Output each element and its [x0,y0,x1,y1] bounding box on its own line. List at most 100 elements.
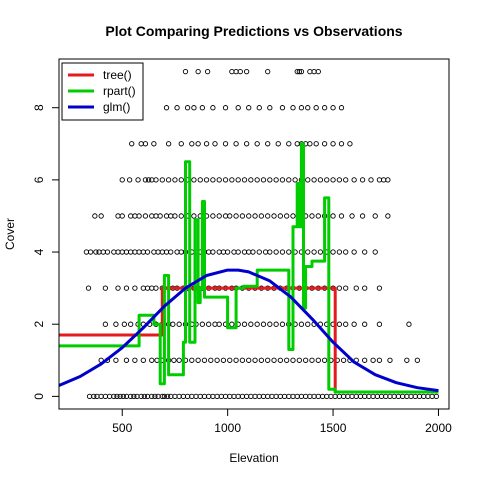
observation-point [176,357,182,363]
observation-point [222,177,229,183]
legend: tree() rpart() glm() [61,62,144,121]
observation-point [368,177,374,183]
series-line-glm [58,268,439,393]
observation-point [201,357,208,363]
observation-point [315,68,321,75]
y-tick-label: 4 [32,248,46,255]
observation-point [252,213,258,219]
observation-point [286,177,292,183]
chart-title: Plot Comparing Predictions vs Observatio… [105,23,402,39]
legend-label: tree() [103,68,132,82]
observation-point [313,105,319,111]
observation-point [204,68,211,75]
observation-point [237,68,243,75]
observation-point [351,321,357,327]
observation-point [286,141,292,147]
observation-point [174,105,180,111]
observation-point [203,177,210,183]
observation-point [142,141,149,147]
observation-point [260,177,267,183]
series-line-rpart [59,142,439,394]
observation-point [239,213,246,219]
observation-point [135,177,141,183]
observation-point [159,393,165,400]
observation-point [210,249,216,255]
observation-point [235,177,241,183]
observation-point [284,213,290,219]
observation-point [170,321,176,327]
observation-point [222,105,229,111]
observation-point [290,105,296,111]
observation-point [210,177,216,183]
observation-point [336,249,343,255]
observation-point [138,393,144,400]
observation-point [195,141,201,147]
observation-point [149,393,155,400]
observation-point [235,105,241,111]
observation-point [191,213,197,219]
observation-point [370,357,376,363]
observation-point [233,141,239,147]
observation-point [189,357,195,363]
observation-point [126,177,133,183]
observation-point [258,357,265,363]
legend-label: glm() [103,100,130,114]
observation-point [229,177,235,183]
observation-point [286,249,292,255]
observation-point [227,213,233,219]
observation-point [91,393,97,400]
observation-point [248,321,254,327]
observation-point [159,177,165,183]
observation-point [362,357,368,363]
observation-point [246,105,252,111]
y-tick-label: 8 [32,104,46,111]
observation-point [120,393,126,400]
x-axis-label: Elevation [229,451,278,465]
observation-point [161,393,168,400]
observation-point [290,357,296,363]
observation-point [343,285,349,291]
observation-point [246,357,252,363]
observation-point [362,321,368,327]
observation-point [178,141,184,147]
observation-point [178,213,184,219]
observation-point [279,321,286,327]
observation-point [131,393,137,400]
observation-point [199,105,206,111]
observation-point [123,357,130,363]
observation-point [206,321,212,327]
observation-point [104,249,111,255]
observation-point [317,249,324,255]
observation-point [298,321,305,327]
observation-point [246,213,252,219]
observation-point [347,141,353,147]
observation-point [309,357,315,363]
observation-point [250,249,256,255]
observation-point [315,213,321,219]
observation-point [338,105,345,111]
observation-point [123,285,130,291]
observation-point [305,177,311,183]
observation-point [141,393,148,400]
observation-point [359,213,366,219]
observation-point [178,177,184,183]
observation-point [330,213,336,219]
observation-point [171,357,177,363]
observation-point [284,357,290,363]
observation-point [311,177,317,183]
observation-point [267,177,273,183]
observation-point [102,321,109,327]
observation-point [279,177,286,183]
observation-point [233,213,239,219]
observation-point [279,249,286,255]
observation-point [296,357,302,363]
observation-point [376,285,383,291]
observation-point [191,177,197,183]
observation-point [256,105,262,111]
observation-point [157,213,163,219]
observation-point [248,177,254,183]
observation-point [128,393,134,400]
observation-point [145,177,152,183]
observation-point [222,141,229,147]
observation-point [163,105,170,111]
